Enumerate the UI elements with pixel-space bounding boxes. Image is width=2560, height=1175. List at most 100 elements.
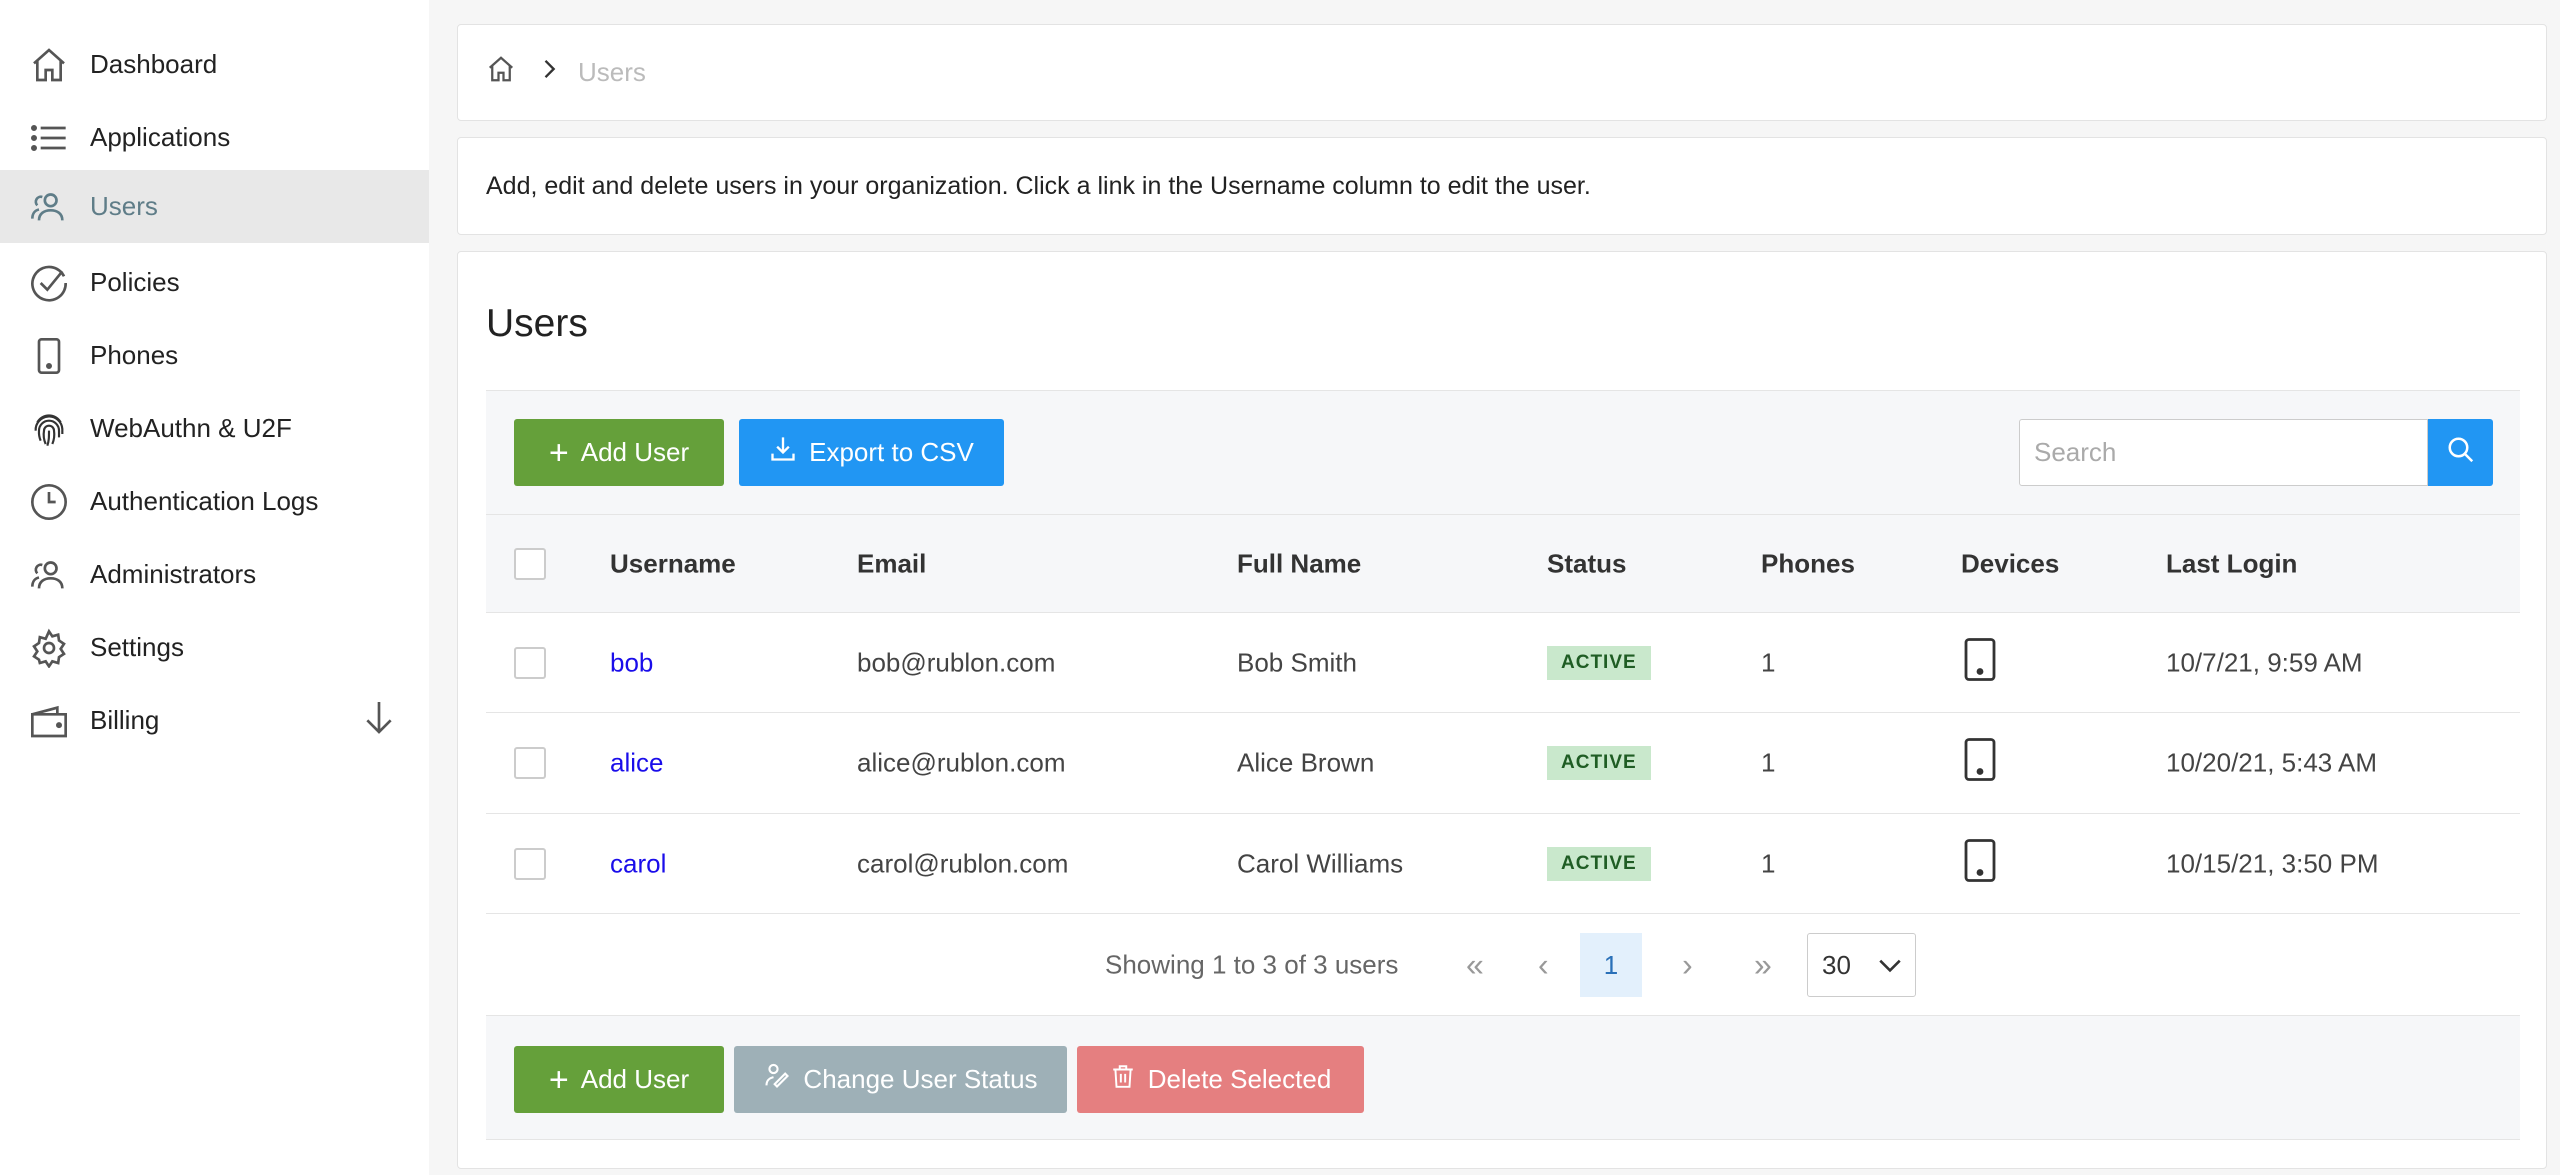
sidebar-item-label: Billing <box>90 705 160 735</box>
sidebar-item-label: Policies <box>90 267 180 297</box>
button-label: Export to CSV <box>809 437 974 467</box>
column-header[interactable]: Status <box>1547 548 1627 578</box>
first-page-button[interactable]: « <box>1466 946 1484 982</box>
sidebar-item-settings[interactable]: Settings <box>0 611 429 684</box>
sidebar-item-label: Administrators <box>90 559 257 589</box>
top-toolbar: + Add User Export to CSV <box>486 390 2520 515</box>
table-row: carol carol@rublon.com Carol Williams AC… <box>486 814 2520 914</box>
delete-selected-button[interactable]: Delete Selected <box>1077 1046 1364 1113</box>
bottom-toolbar: + Add User Change User Status Delete Sele… <box>486 1015 2520 1140</box>
description-text: Add, edit and delete users in your organ… <box>486 171 1591 200</box>
row-checkbox[interactable] <box>514 646 546 679</box>
gear-icon <box>28 627 70 669</box>
sidebar: Dashboard Applications Users Policies Ph… <box>0 0 429 1175</box>
column-header[interactable]: Username <box>610 548 736 578</box>
pagination-summary: Showing 1 to 3 of 3 users <box>1105 949 1399 979</box>
breadcrumb: Users <box>457 24 2547 121</box>
page-description: Add, edit and delete users in your organ… <box>457 137 2547 235</box>
column-header[interactable]: Devices <box>1961 548 2060 578</box>
sidebar-item-label: Settings <box>90 632 184 662</box>
sidebar-item-label: Users <box>90 191 158 221</box>
add-user-button[interactable]: + Add User <box>514 419 724 486</box>
chevron-down-icon <box>1877 950 1903 981</box>
search-button[interactable] <box>2428 419 2493 486</box>
prev-page-button[interactable]: ‹ <box>1538 946 1549 982</box>
sidebar-item-label: Authentication Logs <box>90 486 319 516</box>
button-label: Delete Selected <box>1147 1064 1332 1094</box>
export-csv-button[interactable]: Export to CSV <box>739 419 1004 486</box>
table-row: alice alice@rublon.com Alice Brown ACTIV… <box>486 713 2520 814</box>
table-row: bob bob@rublon.com Bob Smith ACTIVE 1 10… <box>486 613 2520 713</box>
button-label: Add User <box>580 437 690 467</box>
email-cell: carol@rublon.com <box>857 848 1069 878</box>
table-header: Username Email Full Name Status Phones D… <box>486 515 2520 613</box>
plus-icon: + <box>548 1060 569 1099</box>
button-label: Change User Status <box>803 1064 1038 1094</box>
arrow-down-icon[interactable] <box>359 697 399 744</box>
last-page-button[interactable]: » <box>1754 946 1772 982</box>
home-icon <box>28 44 70 86</box>
page-1-button[interactable]: 1 <box>1580 933 1642 997</box>
last-login-cell: 10/7/21, 9:59 AM <box>2166 647 2363 677</box>
user-edit-icon <box>763 1062 791 1097</box>
row-checkbox[interactable] <box>514 847 546 880</box>
column-header[interactable]: Last Login <box>2166 548 2298 578</box>
users-panel: Users + Add User Export to CSV Username E… <box>457 251 2547 1169</box>
sidebar-item-label: WebAuthn & U2F <box>90 413 292 443</box>
add-user-button-bottom[interactable]: + Add User <box>514 1046 724 1113</box>
last-login-cell: 10/15/21, 3:50 PM <box>2166 848 2379 878</box>
sidebar-item-users[interactable]: Users <box>0 170 429 243</box>
clock-icon <box>28 481 70 523</box>
last-login-cell: 10/20/21, 5:43 AM <box>2166 747 2378 778</box>
username-link[interactable]: bob <box>610 647 654 677</box>
sidebar-item-administrators[interactable]: Administrators <box>0 538 429 611</box>
sidebar-item-label: Applications <box>90 122 231 152</box>
button-label: Add User <box>580 1064 690 1094</box>
full-name-cell: Alice Brown <box>1237 747 1375 778</box>
home-icon[interactable] <box>486 54 516 91</box>
search-input[interactable] <box>2019 419 2428 486</box>
phones-cell: 1 <box>1761 647 1776 677</box>
trash-icon <box>1110 1062 1136 1097</box>
column-header[interactable]: Full Name <box>1237 548 1362 578</box>
change-user-status-button[interactable]: Change User Status <box>734 1046 1067 1113</box>
sidebar-item-applications[interactable]: Applications <box>0 101 429 174</box>
phones-cell: 1 <box>1761 848 1776 878</box>
phone-device-icon <box>1964 738 1996 789</box>
page-title: Users <box>486 302 588 345</box>
row-checkbox[interactable] <box>514 747 546 779</box>
sidebar-item-webauthn[interactable]: WebAuthn & U2F <box>0 392 429 465</box>
sidebar-item-phones[interactable]: Phones <box>0 319 429 392</box>
email-cell: bob@rublon.com <box>857 647 1056 677</box>
pagination: Showing 1 to 3 of 3 users « ‹ 1 › » 30 <box>486 914 2520 1015</box>
phones-cell: 1 <box>1761 747 1776 778</box>
column-header[interactable]: Email <box>857 548 927 578</box>
users-icon <box>28 554 70 596</box>
username-link[interactable]: alice <box>610 747 664 778</box>
phone-icon <box>28 335 70 377</box>
plus-icon: + <box>548 433 569 472</box>
full-name-cell: Carol Williams <box>1237 848 1404 878</box>
full-name-cell: Bob Smith <box>1237 647 1357 677</box>
status-badge: ACTIVE <box>1547 746 1651 780</box>
wallet-icon <box>28 700 70 742</box>
select-all-checkbox[interactable] <box>514 547 546 580</box>
breadcrumb-current: Users <box>578 57 646 87</box>
page-size-value: 30 <box>1822 949 1851 980</box>
phone-device-icon <box>1964 637 1996 688</box>
column-header[interactable]: Phones <box>1761 548 1855 578</box>
sidebar-item-authentication-logs[interactable]: Authentication Logs <box>0 465 429 538</box>
check-circle-icon <box>28 262 70 304</box>
fingerprint-icon <box>28 408 70 450</box>
username-link[interactable]: carol <box>610 848 667 878</box>
page-size-select[interactable]: 30 <box>1807 933 1916 997</box>
sidebar-item-policies[interactable]: Policies <box>0 246 429 319</box>
users-icon <box>28 186 70 228</box>
status-badge: ACTIVE <box>1547 846 1651 881</box>
sidebar-item-dashboard[interactable]: Dashboard <box>0 28 429 101</box>
status-badge: ACTIVE <box>1547 645 1651 680</box>
download-icon <box>769 435 797 470</box>
list-icon <box>28 117 70 159</box>
next-page-button[interactable]: › <box>1682 946 1693 982</box>
sidebar-item-billing[interactable]: Billing <box>0 684 429 757</box>
